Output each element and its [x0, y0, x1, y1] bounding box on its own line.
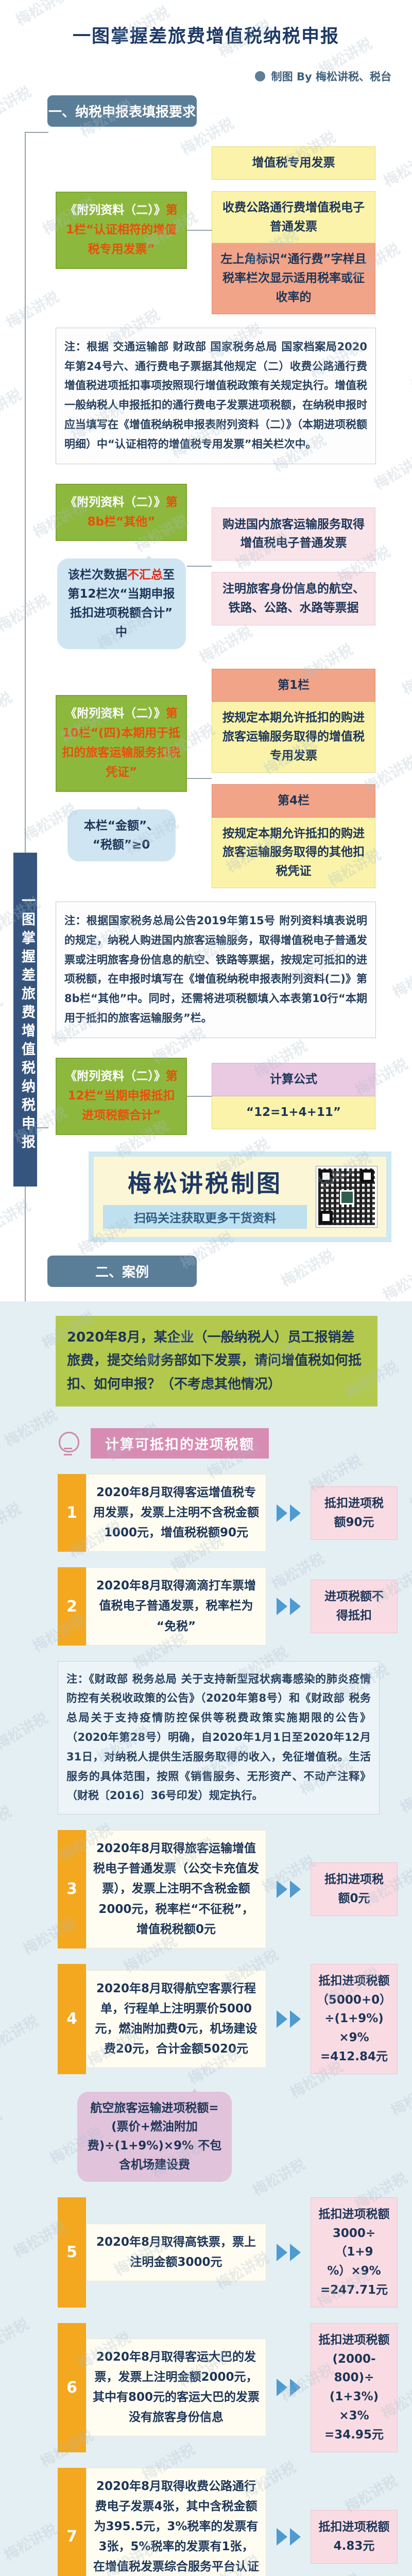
- speech-bubble-air-formula: 航空旅客运输进项税额=(票价+燃油附加费)÷(1+9%)×9% 不包含机场建设费: [77, 2088, 232, 2182]
- case-item-number: 4: [58, 1963, 86, 2074]
- formula-body: “12=1+4+11”: [212, 1096, 375, 1129]
- case-area: 2020年8月，某企业（一般纳税人）员工报销差旅费，提交给财务部如下发票，请问增…: [0, 1301, 412, 2576]
- double-chevron-icon: [277, 1504, 303, 1522]
- calc-header-row: 计算可抵扣的进项税额: [58, 1428, 412, 1459]
- brand-banner: 梅松讲税制图 扫码关注获取更多干货资料: [89, 1151, 391, 1242]
- credit-dot-icon: [254, 71, 265, 81]
- case-item-text: 2020年8月取得收费公路通行费电子发票4张，其中含税金额为395.5元，3%税…: [86, 2467, 266, 2576]
- case-item-result: 抵扣进项税额 3000÷（1+9 %）×9% =247.71元: [311, 2197, 398, 2308]
- case-item-result: 抵扣进项税 额0元: [311, 1862, 398, 1916]
- yellow-body-col4: 按规定本期允许抵扣的购进旅客运输服务取得的其他扣税凭证: [212, 817, 375, 888]
- green-box-prefix: 《附列资料（二）》: [65, 707, 166, 721]
- connector-line: [187, 777, 212, 779]
- case-item-number: 5: [58, 2197, 86, 2308]
- note-box-1: 注：根据 交通运输部 财政部 国家税务总局 国家档案局2020年第24号六、通行…: [56, 327, 376, 464]
- salmon-header-col1: 第1栏: [212, 668, 375, 702]
- case-item-text: 2020年8月取得滴滴打车票增值税电子普通发票，税率栏为“免税”: [86, 1567, 266, 1646]
- case-item: 2 2020年8月取得滴滴打车票增值税电子普通发票，税率栏为“免税” 进项税额不…: [58, 1567, 398, 1646]
- case-item-result: 进项税额不 得抵扣: [311, 1580, 398, 1633]
- flow-row-3: 《附列资料（二）》第10栏“(四)本期用于抵扣的旅客运输服务扣税凭证” 本栏“金…: [56, 668, 377, 888]
- credit-text: 制图 By 梅松讲税、税台: [271, 71, 391, 83]
- green-box-prefix: 《附列资料（二）》: [65, 203, 166, 217]
- note-box-2: 注：根据国家税务总局公告2019年第15号 附列资料填表说明的规定，纳税人购进国…: [56, 902, 376, 1038]
- case-item-result: 抵扣进项税 额90元: [311, 1486, 398, 1540]
- salmon-box-toll-mark: 左上角标识“通行费”字样且税率栏次显示适用税率或征收率的: [212, 243, 375, 314]
- green-box-col10: 《附列资料（二）》第10栏“(四)本期用于抵扣的旅客运输服务扣税凭证”: [56, 695, 187, 792]
- case-item: 7 2020年8月取得收费公路通行费电子发票4张，其中含税金额为395.5元，3…: [58, 2467, 398, 2576]
- green-box-prefix: 《附列资料（二）》: [65, 1069, 166, 1083]
- green-box-col1: 《附列资料（二）》第1栏“认证相符的增值税专用发票”: [56, 191, 187, 269]
- case-item: 3 2020年8月取得旅客运输增值税电子普通发票（公交卡充值发票），发票上注明不…: [58, 1830, 398, 1948]
- double-chevron-icon: [277, 2528, 303, 2546]
- case-item-number: 6: [58, 2323, 86, 2452]
- double-chevron-icon: [277, 1880, 303, 1898]
- case-item-result: 抵扣进项税额 4.83元: [311, 2510, 398, 2564]
- case-item-number: 7: [58, 2467, 86, 2576]
- formula-stack: 计算公式 “12=1+4+11”: [212, 1063, 375, 1129]
- yellow-body-col1: 按规定本期允许抵扣的购进旅客运输服务取得的增值税专用发票: [212, 702, 375, 773]
- flow-row-4: 《附列资料（二）》第12栏“当期申报抵扣进项税额合计” 计算公式 “12=1+4…: [56, 1057, 377, 1135]
- case-intro-box: 2020年8月，某企业（一般纳税人）员工报销差旅费，提交给财务部如下发票，请问增…: [56, 1315, 377, 1407]
- double-chevron-icon: [277, 2379, 303, 2397]
- flow-row-2: 《附列资料（二）》第8b栏“其他” 该栏次数据不汇总至第12栏次“当期申报抵扣进…: [56, 483, 377, 649]
- double-chevron-icon: [277, 1598, 303, 1616]
- case-item: 5 2020年8月取得高铁票，票上注明金额3000元 抵扣进项税额 3000÷（…: [58, 2197, 398, 2308]
- case-item-number: 1: [58, 1474, 86, 1552]
- vertical-title-ribbon: 一图掌握差旅费增值税纳税申报: [13, 853, 37, 1187]
- case-item-text: 2020年8月取得高铁票，票上注明金额3000元: [86, 2223, 266, 2281]
- case-item-text: 2020年8月取得旅客运输增值税电子普通发票（公交卡充值发票），发票上注明不含税…: [86, 1830, 266, 1948]
- speech-bubble-amount-ge0: 本栏“金额”、“税额”≥0: [67, 806, 176, 862]
- case-item-number: 3: [58, 1830, 86, 1948]
- yellow-box-special-invoice: 增值税专用发票: [212, 146, 375, 180]
- double-chevron-icon: [277, 2010, 303, 2028]
- bubble-text: 该栏次数据: [68, 568, 127, 582]
- yellow-box-toll-invoice: 收费公路通行费增值税电子普通发票: [212, 191, 375, 244]
- case-item: 4 2020年8月取得航空客票行程单，行程单上注明票价5000元，燃油附加费0元…: [58, 1963, 398, 2074]
- green-box-col8b: 《附列资料（二）》第8b栏“其他”: [56, 483, 187, 541]
- case-item-number: 2: [58, 1567, 86, 1646]
- qr-center-logo: [340, 1190, 354, 1205]
- credit-line: 制图 By 梅松讲税、税台: [0, 69, 391, 84]
- banner-subtitle: 扫码关注获取更多干货资料: [103, 1205, 307, 1229]
- case-item-result: 抵扣进项税额 (2000-800)÷ (1+3%) ×3% =34.95元: [311, 2323, 398, 2452]
- banner-title: 梅松讲税制图: [128, 1169, 282, 1197]
- page-header: 一图掌握差旅费增值税纳税申报 制图 By 梅松讲税、税台: [0, 0, 412, 84]
- double-chevron-icon: [277, 2243, 303, 2261]
- case-item-text: 2020年8月取得客运增值税专用发票，发票上注明不含税金额1000元，增值税税额…: [86, 1474, 266, 1552]
- page-title: 一图掌握差旅费增值税纳税申报: [72, 26, 339, 47]
- formula-header: 计算公式: [212, 1063, 375, 1097]
- bubble-red-text: 不汇总: [127, 568, 163, 582]
- flow-row-1: 《附列资料（二）》第1栏“认证相符的增值税专用发票” 增值税专用发票 收费公路通…: [56, 146, 377, 314]
- speech-bubble-no-sum: 该栏次数据不汇总至第12栏次“当期申报抵扣进项税额合计”中: [57, 555, 186, 649]
- qr-code: [316, 1165, 377, 1228]
- calc-header: 计算可抵扣的进项税额: [91, 1428, 269, 1459]
- case-item-text: 2020年8月取得客运大巴的发票，发票上注明金额2000元，其中有800元的客运…: [86, 2338, 266, 2437]
- pink-box-ticket-types: 注明旅客身份信息的航空、铁路、公路、水路等票据: [212, 572, 375, 625]
- toll-invoice-stack: 收费公路通行费增值税电子普通发票 左上角标识“通行费”字样且税率栏次显示适用税率…: [212, 191, 375, 314]
- salmon-header-col4: 第4栏: [212, 784, 375, 818]
- connector-line: [187, 566, 212, 567]
- case-note-covid: 注：《财政部 税务总局 关于支持新型冠状病毒感染的肺炎疫情 防控有关税收政策的公…: [58, 1660, 380, 1815]
- case-item-text: 2020年8月取得航空客票行程单，行程单上注明票价5000元，燃油附加费0元，机…: [86, 1970, 266, 2068]
- case-item: 1 2020年8月取得客运增值税专用发票，发票上注明不含税金额1000元，增值税…: [58, 1474, 398, 1552]
- connector-line: [25, 132, 48, 133]
- green-box-prefix: 《附列资料（二）》: [65, 495, 166, 509]
- connector-line: [187, 229, 212, 231]
- section2-header: 二、案例: [47, 1255, 197, 1287]
- green-box-col12: 《附列资料（二）》第12栏“当期申报抵扣进项税额合计”: [56, 1057, 187, 1135]
- connector-line: [187, 1095, 212, 1097]
- case-item-result: 抵扣进项税额 （5000+0） ÷(1+9%) ×9% =412.84元: [311, 1963, 398, 2074]
- pink-box-passenger-einvoice: 购进国内旅客运输服务取得增值税电子普通发票: [212, 507, 375, 561]
- col1-stack: 第1栏 按规定本期允许抵扣的购进旅客运输服务取得的增值税专用发票: [212, 668, 375, 773]
- lightbulb-icon: [58, 1431, 79, 1455]
- section1-header: 一、纳税申报表填报要求: [47, 95, 197, 127]
- case-item: 6 2020年8月取得客运大巴的发票，发票上注明金额2000元，其中有800元的…: [58, 2323, 398, 2452]
- col4-stack: 第4栏 按规定本期允许抵扣的购进旅客运输服务取得的其他扣税凭证: [212, 784, 375, 888]
